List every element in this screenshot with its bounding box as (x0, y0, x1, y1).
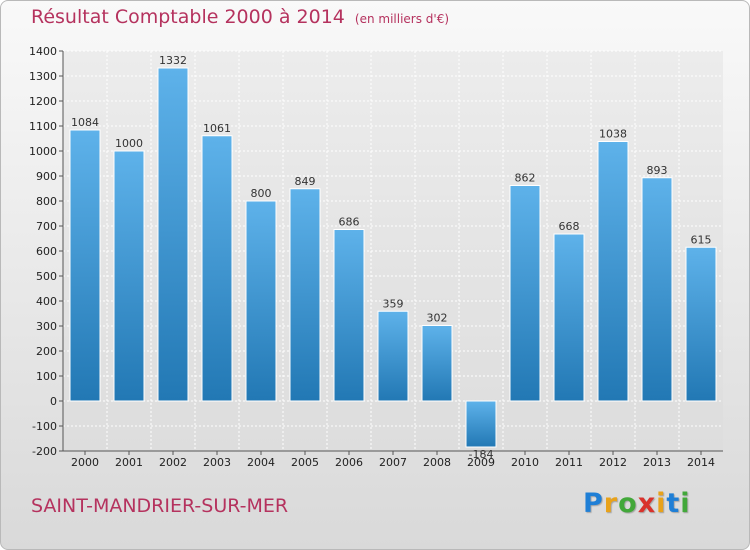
x-tick-label: 2008 (423, 456, 451, 469)
data-labels: 1084 1000 1332 1061 800 849 686 359 302 -184 862 66… (71, 54, 712, 461)
bar (685, 246, 717, 402)
logo-letter: r (603, 488, 619, 519)
y-tick-label: 1400 (29, 45, 57, 58)
logo-letter: i (656, 488, 667, 519)
y-tick-label: 700 (36, 220, 57, 233)
bar (465, 400, 497, 448)
y-tick-label: 400 (36, 295, 57, 308)
y-tick-label: 300 (36, 320, 57, 333)
bar (289, 188, 321, 402)
y-tick-label: 800 (36, 195, 57, 208)
bar-value-label: 668 (559, 220, 580, 233)
x-tick-label: 2007 (379, 456, 407, 469)
x-tick-label: 2000 (71, 456, 99, 469)
y-tick-label: 1000 (29, 145, 57, 158)
x-tick-label: 2012 (599, 456, 627, 469)
bar (333, 229, 365, 402)
x-tick-label: 2001 (115, 456, 143, 469)
chart-subtitle: (en milliers d'€) (354, 12, 450, 26)
x-tick-label: 2009 (467, 456, 495, 469)
bar (597, 141, 629, 402)
logo-letter: t (666, 488, 681, 519)
bar (113, 150, 145, 402)
y-tick-label: 100 (36, 370, 57, 383)
bar (201, 135, 233, 402)
x-tick-label: 2005 (291, 456, 319, 469)
bar-value-label: 1061 (203, 122, 231, 135)
x-tick-label: 2004 (247, 456, 275, 469)
bar-value-label: 359 (383, 297, 404, 310)
y-tick-label: 0 (50, 395, 57, 408)
logo-letter: P (583, 488, 604, 519)
y-tick-label: 1300 (29, 70, 57, 83)
y-tick-label: 1100 (29, 120, 57, 133)
bar-value-label: 893 (647, 164, 668, 177)
logo-letter: x (637, 488, 657, 519)
bar (157, 67, 189, 402)
bar (421, 325, 453, 402)
x-tick-label: 2003 (203, 456, 231, 469)
bar (553, 233, 585, 402)
y-tick-label: -100 (32, 420, 57, 433)
bar (245, 200, 277, 402)
bar-value-label: -184 (469, 448, 494, 461)
y-tick-label: 900 (36, 170, 57, 183)
y-tick-label: 1200 (29, 95, 57, 108)
logo-letter: o (618, 488, 638, 519)
bar-value-label: 800 (251, 187, 272, 200)
proxiti-logo: Proxiti (583, 488, 691, 519)
bar-value-label: 1332 (159, 54, 187, 67)
y-tick-label: 500 (36, 270, 57, 283)
bar-value-label: 849 (295, 175, 316, 188)
bar-value-label: 615 (691, 233, 712, 246)
x-tick-label: 2014 (687, 456, 715, 469)
y-tick-label: -200 (32, 445, 57, 458)
bar (377, 310, 409, 402)
bar (641, 177, 673, 402)
x-tick-label: 2010 (511, 456, 539, 469)
bar (509, 185, 541, 402)
y-tick-label: 600 (36, 245, 57, 258)
x-tick-label: 2006 (335, 456, 363, 469)
town-name: SAINT-MANDRIER-SUR-MER (31, 495, 289, 517)
logo-letter: i (680, 488, 691, 519)
bar-value-label: 302 (427, 312, 448, 325)
bar-value-label: 1000 (115, 137, 143, 150)
axes: -200 -100 0 100 200 300 400 500 600 700 800 900 1000… (29, 45, 723, 469)
chart-title: Résultat Comptable 2000 à 2014 (en millie… (31, 6, 449, 28)
x-tick-label: 2011 (555, 456, 583, 469)
bar-value-label: 1084 (71, 116, 99, 129)
bar-value-label: 686 (339, 216, 360, 229)
bar (69, 129, 101, 402)
x-tick-label: 2002 (159, 456, 187, 469)
bar-value-label: 1038 (599, 128, 627, 141)
bars (69, 67, 717, 448)
title-text: Résultat Comptable 2000 à 2014 (31, 6, 345, 28)
y-tick-label: 200 (36, 345, 57, 358)
bar-value-label: 862 (515, 172, 536, 185)
x-tick-label: 2013 (643, 456, 671, 469)
